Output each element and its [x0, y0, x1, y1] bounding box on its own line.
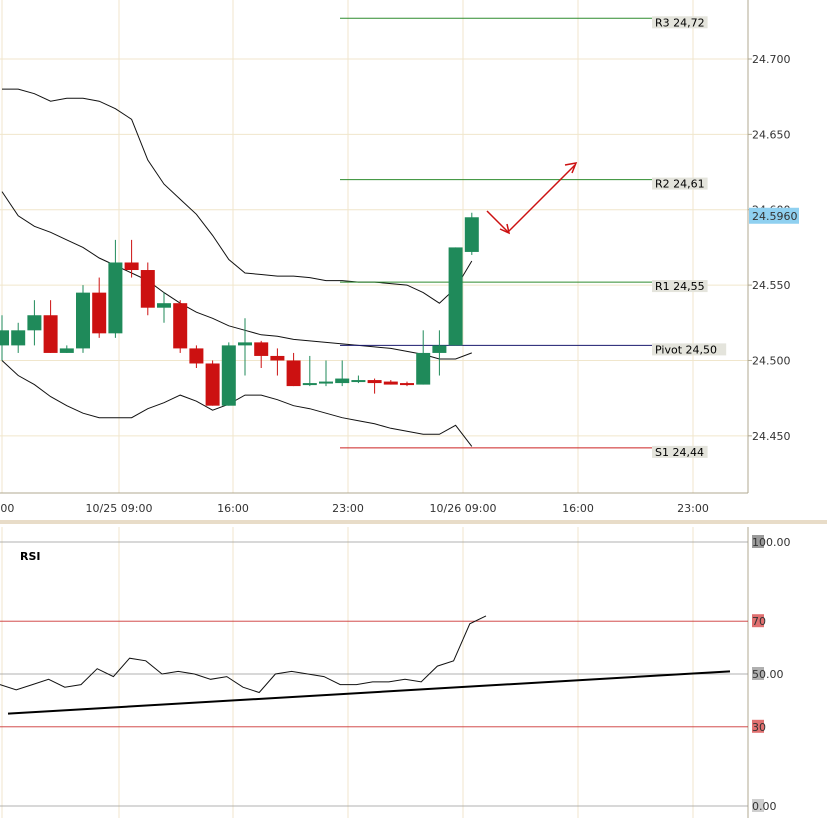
rsi-y-tick-label: 100.00 [752, 536, 791, 549]
candle-body [221, 345, 236, 406]
candle-body [416, 352, 431, 385]
candle-body [254, 342, 269, 356]
candle-body [335, 378, 350, 384]
candle-body [286, 360, 301, 387]
candle-body [76, 292, 90, 349]
pivot-label: S1 24,44 [655, 446, 704, 459]
price-y-tick-label: 24.500 [752, 354, 791, 367]
rsi-line [0, 615, 487, 694]
candle-body [0, 330, 9, 346]
price-y-tick-label: 24.700 [752, 53, 791, 66]
time-x-tick-label: 16:00 [217, 502, 249, 515]
rsi-y-tick-label: 30 [752, 721, 766, 734]
pivot-label: Pivot 24,50 [655, 343, 717, 356]
rsi-line-group [0, 615, 487, 694]
rsi-grid [1, 527, 694, 818]
candle-body [351, 380, 366, 383]
bollinger-middle-line [1, 191, 472, 360]
time-x-tick-label: 10/25 09:00 [86, 502, 153, 515]
candle-body [302, 383, 317, 386]
rsi-y-ticks: 100.00 70 50.00 30 0.00 [752, 535, 791, 813]
pivot-label: R3 24,72 [655, 16, 705, 29]
panel-separator[interactable] [0, 520, 827, 524]
candle-body [108, 262, 123, 334]
candle-body [367, 380, 382, 384]
time-x-tick-label: 23:00 [332, 502, 364, 515]
candle-body [27, 315, 42, 331]
pivot-label-box [652, 177, 708, 190]
candle-body [448, 247, 463, 346]
last-price-marker: 24.5960 [749, 207, 799, 224]
pivot-label-box [652, 16, 708, 29]
rsi-y-tick-label: 50.00 [752, 668, 784, 681]
rsi-levels [0, 541, 748, 807]
price-y-tick-label: 24.650 [752, 128, 791, 141]
rsi-tick-box [752, 535, 764, 548]
candle-body [140, 270, 155, 308]
rsi-tick-box [752, 719, 764, 733]
time-x-ticks: 0:00 10/25 09:00 16:00 23:00 10/26 09:00 16:0… [0, 502, 709, 515]
bollinger-bands [1, 88, 473, 447]
pivot-label-box [652, 343, 727, 356]
time-x-tick-label: 16:00 [562, 502, 594, 515]
pivot-label-box [652, 280, 708, 293]
bollinger-lower-line [1, 360, 473, 447]
price-y-tick-label: 24.550 [752, 279, 791, 292]
price-axis-frame [0, 0, 749, 494]
forecast-arrow [486, 162, 578, 235]
time-x-tick-label: 0:00 [0, 502, 14, 515]
last-price-label: 24.5960 [752, 210, 798, 223]
candle-body [157, 303, 171, 308]
candle-body [270, 355, 285, 361]
candle-body [205, 363, 220, 406]
pivot-label-box [652, 445, 708, 458]
candle-body [432, 345, 447, 353]
candle-body [173, 303, 188, 349]
candles [0, 212, 479, 406]
rsi-trendline [7, 670, 731, 715]
forecast-arrow-head [499, 223, 511, 235]
last-price-box [749, 207, 799, 224]
pivot-levels: R3 24,72 R2 24,61 R1 24,55 Pivot 24,50 S1 24… [340, 16, 727, 459]
rsi-tick-box [752, 614, 764, 628]
candle-body [59, 348, 74, 353]
candle-body [43, 315, 58, 353]
price-panel[interactable]: R3 24,72 R2 24,61 R1 24,55 Pivot 24,50 S1 24… [0, 0, 799, 515]
time-x-tick-label: 23:00 [677, 502, 709, 515]
candle-body [189, 348, 204, 364]
rsi-tick-box [752, 667, 764, 680]
bollinger-upper-line [2, 88, 473, 304]
price-grid [0, 0, 748, 493]
rsi-panel[interactable]: RSI 100.00 70 50.00 30 0.00 [0, 527, 791, 818]
rsi-tick-box [752, 799, 764, 812]
time-x-tick-label: 10/26 09:00 [430, 502, 497, 515]
candle-body [464, 217, 479, 252]
candle-body [92, 292, 107, 334]
rsi-title: RSI [20, 550, 41, 563]
candle-body [383, 381, 398, 385]
rsi-trendline-group [7, 670, 731, 715]
candle-body [400, 383, 414, 386]
candle-body [319, 381, 333, 384]
rsi-y-tick-label: 70 [752, 615, 766, 628]
price-y-tick-label: 24.450 [752, 430, 791, 443]
pivot-label: R2 24,61 [655, 178, 705, 191]
candle-body [238, 342, 252, 346]
candle-body [11, 330, 26, 346]
forecast-arrow-tip [564, 162, 578, 174]
pivot-label: R1 24,55 [655, 280, 705, 293]
rsi-y-tick-label: 0.00 [752, 800, 777, 813]
candle-body [124, 262, 139, 271]
